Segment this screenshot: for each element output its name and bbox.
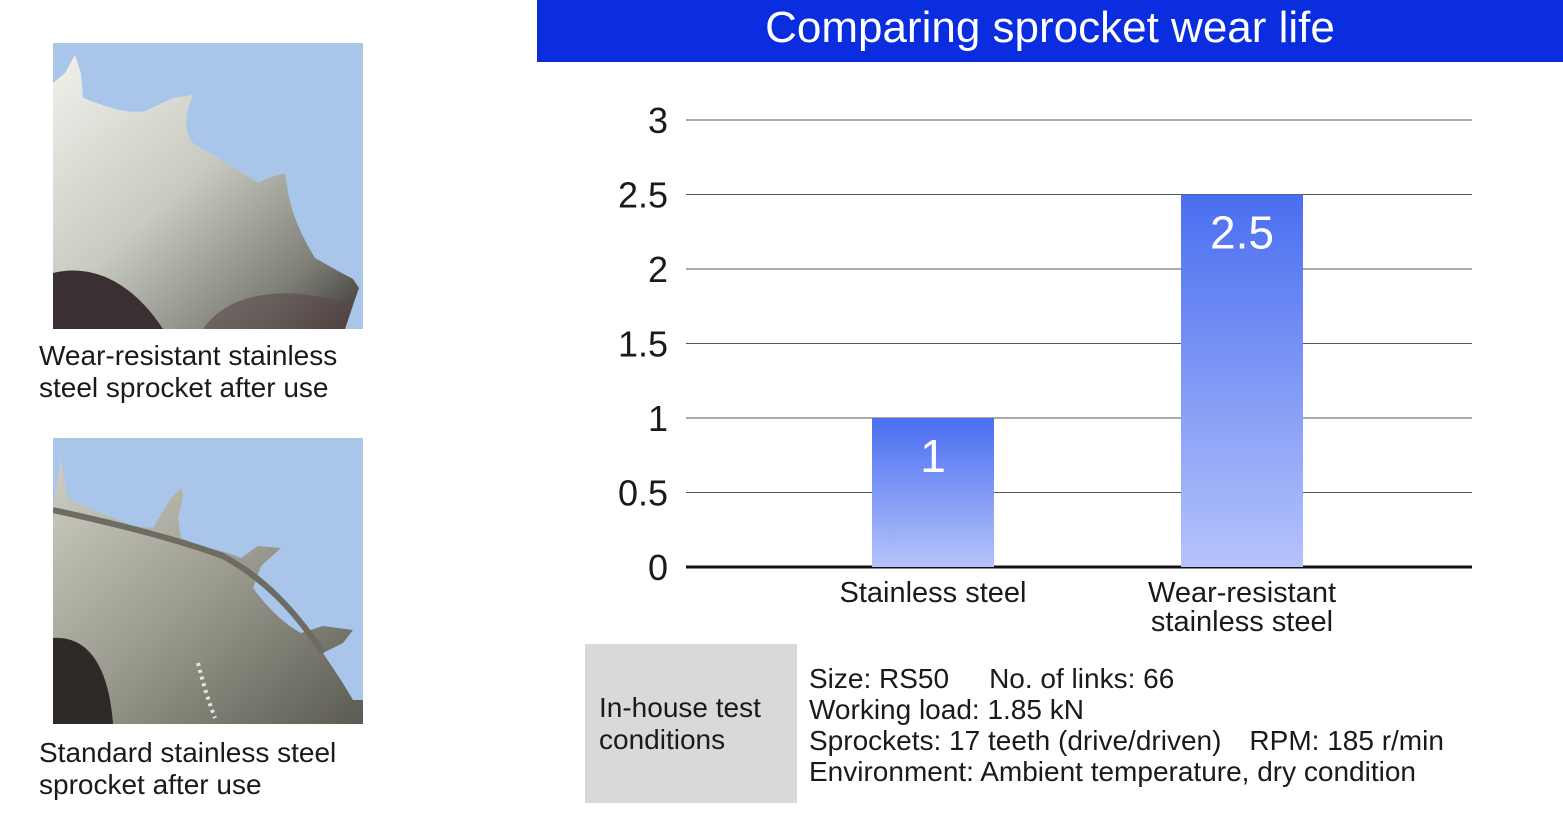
condition-load: Working load: 1.85 kN (809, 694, 1084, 725)
caption-line: sprocket after use (39, 769, 262, 800)
x-category-label-line: stainless steel (1151, 606, 1333, 638)
test-conditions-label: In-house test conditions (585, 644, 797, 803)
test-conditions-label-line: In-house test (599, 692, 761, 723)
bar (1181, 194, 1303, 567)
condition-rpm: RPM: 185 r/min (1249, 725, 1444, 756)
condition-row: Environment: Ambient temperature, dry co… (809, 756, 1444, 787)
standard-photo-caption: Standard stainless steel sprocket after … (39, 737, 399, 801)
bar-data-label: 1 (920, 430, 946, 482)
test-conditions-list: Size: RS50 No. of links: 66 Working load:… (809, 663, 1444, 787)
y-tick-label: 1 (648, 398, 668, 439)
caption-line: Wear-resistant stainless (39, 340, 338, 371)
wear-resistant-sprocket-photo (53, 43, 363, 329)
caption-line: Standard stainless steel (39, 737, 337, 768)
caption-line: steel sprocket after use (39, 372, 329, 403)
chart-title: Comparing sprocket wear life (537, 0, 1563, 62)
x-category-label: Stainless steel (840, 577, 1027, 609)
condition-sprockets: Sprockets: 17 teeth (drive/driven) (809, 725, 1222, 756)
bar (872, 418, 994, 567)
condition-size: Size: RS50 (809, 663, 950, 694)
y-tick-label: 2 (648, 249, 668, 290)
y-tick-label: 2.5 (618, 175, 668, 216)
y-tick-label: 0.5 (618, 473, 668, 514)
bar-chart: 0 0.5 1 1.5 2 2.5 3 1 Stainless steel 2.5 Wear-res… (618, 100, 1472, 638)
condition-environment: Environment: Ambient temperature, dry co… (809, 756, 1416, 787)
condition-row: Size: RS50 No. of links: 66 (809, 663, 1444, 694)
x-category-label-line: Wear-resistant (1148, 577, 1336, 609)
standard-sprocket-photo (53, 438, 363, 724)
y-tick-label: 3 (648, 100, 668, 141)
y-tick-label: 1.5 (618, 324, 668, 365)
wear-resistant-photo-caption: Wear-resistant stainless steel sprocket … (39, 340, 399, 404)
bar-data-label: 2.5 (1210, 207, 1274, 259)
x-category-label: Wear-resistant stainless steel (1148, 577, 1336, 638)
x-category-label-line: Stainless steel (840, 577, 1027, 609)
condition-row: Sprockets: 17 teeth (drive/driven) RPM: 1… (809, 725, 1444, 756)
condition-row: Working load: 1.85 kN (809, 694, 1444, 725)
test-conditions-label-line: conditions (599, 724, 726, 755)
condition-links: No. of links: 66 (989, 663, 1175, 694)
y-tick-label: 0 (648, 547, 668, 588)
